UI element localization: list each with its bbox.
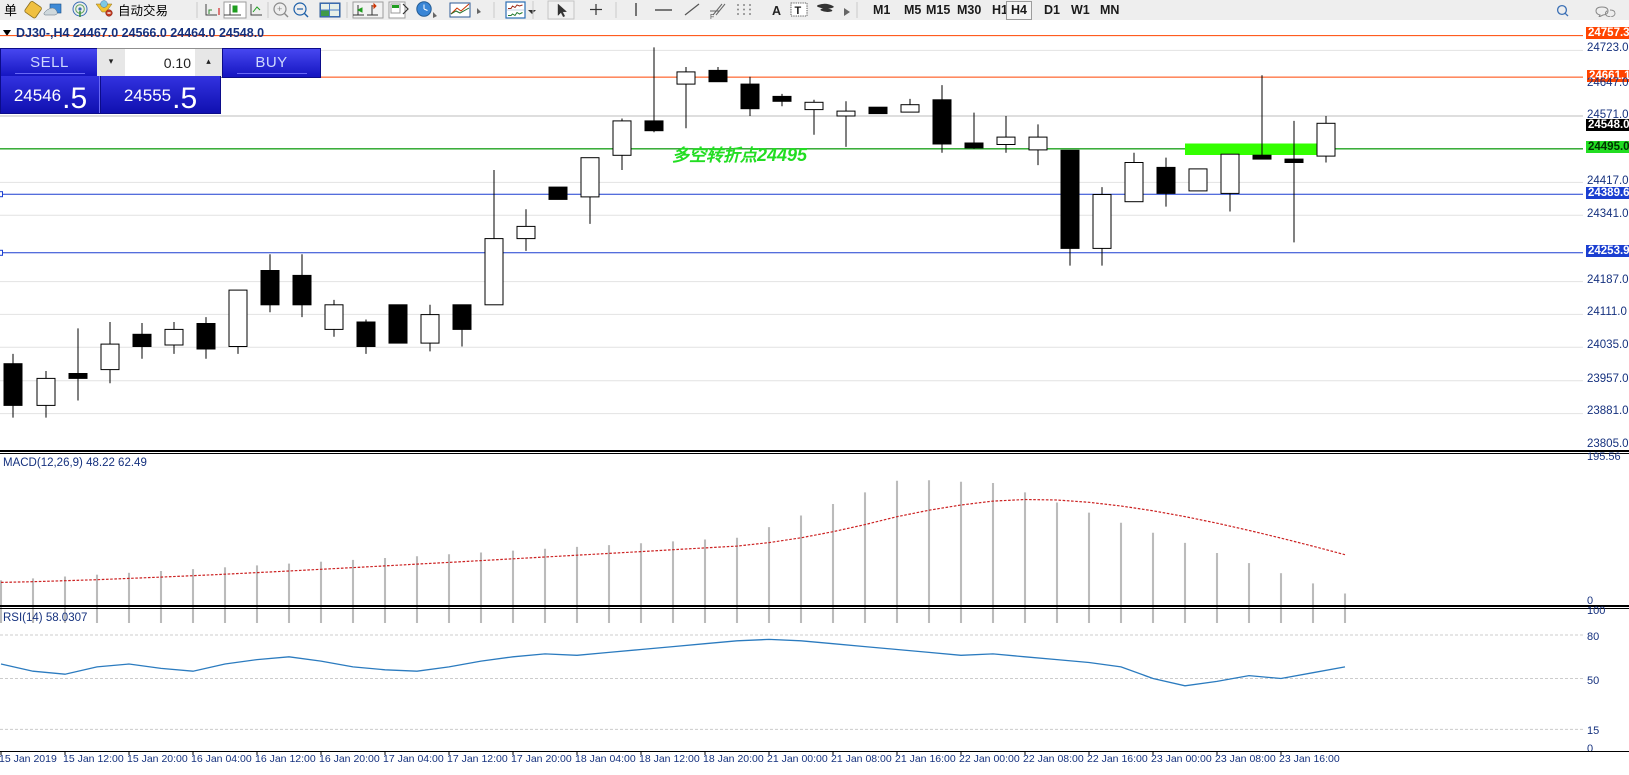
svg-text:自动交易: 自动交易 — [118, 3, 168, 18]
svg-text:A: A — [772, 4, 781, 18]
svg-text:单: 单 — [4, 3, 17, 18]
svg-text:T: T — [795, 5, 802, 17]
svg-text:+: + — [277, 4, 282, 14]
